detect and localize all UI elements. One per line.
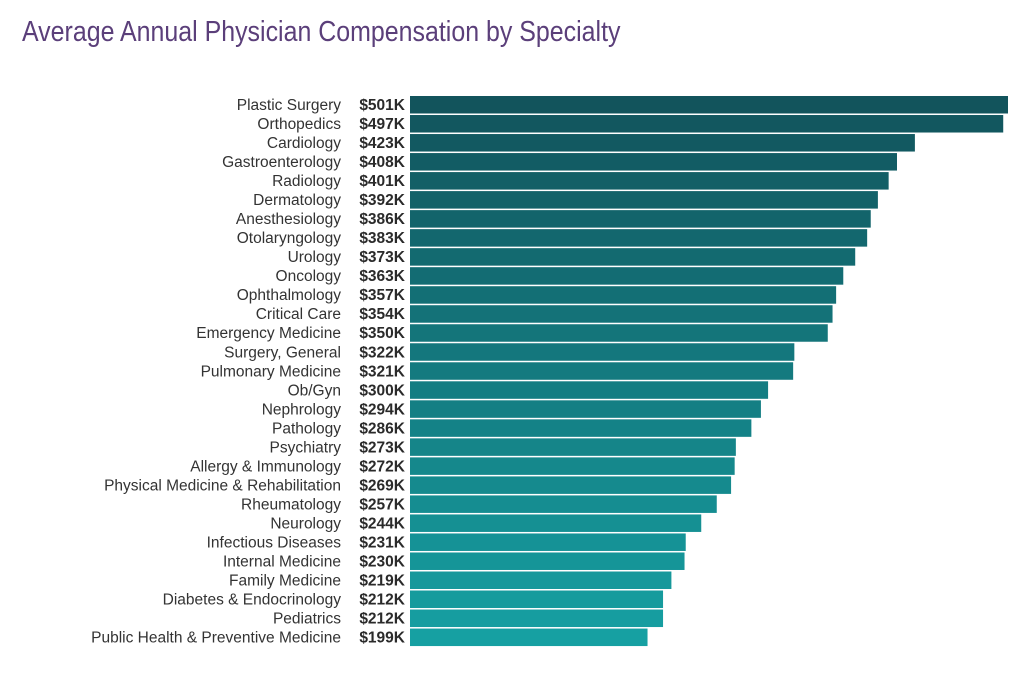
bar [410, 457, 735, 475]
category-label: Gastroenterology [222, 154, 341, 171]
bar [410, 590, 664, 609]
category-label: Allergy & Immunology [190, 458, 341, 475]
bar [410, 115, 1004, 133]
bar [410, 609, 664, 628]
bar [410, 96, 1008, 114]
category-label: Ob/Gyn [288, 382, 341, 399]
bar [410, 191, 878, 209]
category-label: Surgery, General [224, 344, 341, 361]
category-label: Psychiatry [270, 439, 342, 456]
data-label: $501K [359, 97, 405, 114]
data-label: $321K [359, 363, 405, 380]
data-label: $219K [359, 573, 405, 590]
category-label: Oncology [276, 268, 342, 285]
category-label: Diabetes & Endocrinology [163, 592, 342, 609]
bar [410, 286, 837, 304]
data-label: $386K [359, 211, 405, 228]
data-label: $272K [359, 458, 405, 475]
bar [410, 210, 871, 228]
category-label: Cardiology [267, 135, 341, 152]
bar [410, 628, 648, 647]
data-label: $357K [359, 287, 405, 304]
category-label: Anesthesiology [236, 211, 341, 228]
data-label: $212K [359, 592, 405, 609]
category-label: Rheumatology [241, 496, 341, 513]
data-label: $257K [359, 496, 405, 513]
bar [410, 438, 736, 456]
chart-title: Average Annual Physician Compensation by… [22, 16, 621, 48]
bar [410, 267, 844, 285]
bar [410, 400, 761, 418]
category-label: Plastic Surgery [237, 97, 341, 114]
category-label: Emergency Medicine [196, 325, 341, 342]
bar [410, 495, 717, 513]
category-label: Radiology [272, 173, 341, 190]
data-label: $273K [359, 439, 405, 456]
data-label: $423K [359, 135, 405, 152]
category-label: Infectious Diseases [207, 534, 342, 551]
category-label: Orthopedics [257, 116, 341, 133]
data-label: $363K [359, 268, 405, 285]
category-label: Ophthalmology [237, 287, 342, 304]
bar [410, 571, 672, 589]
data-label: $300K [359, 382, 405, 399]
category-label: Pathology [272, 420, 341, 437]
category-label: Internal Medicine [223, 553, 341, 570]
category-label: Pulmonary Medicine [201, 363, 341, 380]
data-label: $286K [359, 420, 405, 437]
data-label: $497K [359, 116, 405, 133]
data-label: $294K [359, 401, 405, 418]
bar [410, 419, 752, 437]
category-label: Public Health & Preventive Medicine [91, 630, 341, 647]
bar [410, 514, 702, 532]
category-label: Neurology [270, 515, 341, 532]
bar [410, 134, 915, 152]
category-label: Nephrology [262, 401, 342, 418]
category-label: Critical Care [256, 306, 341, 323]
bar [410, 172, 889, 190]
category-label: Otolaryngology [237, 230, 342, 247]
category-label: Family Medicine [229, 573, 341, 590]
bar [410, 153, 897, 171]
data-label: $408K [359, 154, 405, 171]
data-label: $269K [359, 477, 405, 494]
data-label: $244K [359, 515, 405, 532]
data-label: $212K [359, 611, 405, 628]
bar [410, 476, 732, 494]
data-label: $322K [359, 344, 405, 361]
data-label: $392K [359, 192, 405, 209]
bar [410, 552, 685, 570]
bar [410, 381, 769, 399]
category-label: Urology [288, 249, 342, 266]
category-label: Physical Medicine & Rehabilitation [104, 477, 341, 494]
bar [410, 305, 833, 323]
bar [410, 248, 856, 266]
data-label: $231K [359, 534, 405, 551]
data-label: $383K [359, 230, 405, 247]
data-label: $401K [359, 173, 405, 190]
bar [410, 362, 794, 380]
data-label: $230K [359, 553, 405, 570]
data-label: $373K [359, 249, 405, 266]
bar [410, 324, 828, 342]
bar [410, 343, 795, 361]
category-label: Pediatrics [273, 611, 341, 628]
data-label: $350K [359, 325, 405, 342]
category-label: Dermatology [253, 192, 341, 209]
data-label: $199K [359, 630, 405, 647]
bar [410, 229, 868, 247]
data-label: $354K [359, 306, 405, 323]
bar [410, 533, 686, 551]
